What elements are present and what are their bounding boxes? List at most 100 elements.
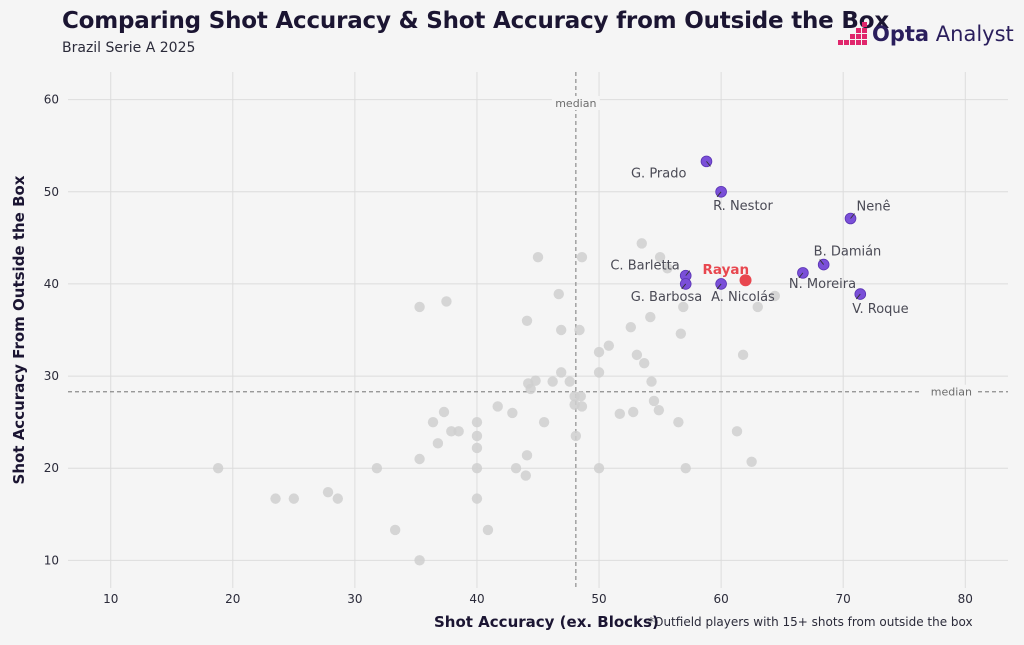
scatter-point-other <box>438 406 450 418</box>
scatter-point-other <box>662 263 673 274</box>
scatter-point-other <box>636 238 647 249</box>
median-x-label-bg <box>551 96 600 110</box>
scatter-point-other <box>746 456 757 467</box>
scatter-point-other <box>538 416 550 428</box>
point-label: C. Barletta <box>610 259 679 274</box>
scatter-point-highlighted <box>844 212 857 225</box>
scatter-point-other <box>737 349 749 361</box>
scatter-point-other <box>471 493 483 504</box>
scatter-point-other <box>453 426 464 437</box>
scatter-point-other <box>576 401 588 412</box>
scatter-point-other <box>471 442 483 454</box>
label-leader-line <box>685 270 691 276</box>
x-tick-label: 60 <box>713 592 728 606</box>
point-label: Nenê <box>857 200 891 215</box>
scatter-point-other <box>731 426 743 437</box>
scatter-point-other <box>482 524 494 536</box>
logo-brand-bold: Opta <box>872 22 930 46</box>
scatter-point-other <box>625 322 636 333</box>
point-label: B. Damián <box>814 245 882 260</box>
x-tick-label: 40 <box>469 592 484 606</box>
label-leader-line <box>819 259 825 265</box>
x-axis-label: Shot Accuracy (ex. Blocks) <box>434 613 659 631</box>
scatter-point-other <box>555 324 567 336</box>
scatter-point-other <box>441 296 452 307</box>
opta-bars-icon <box>838 22 867 45</box>
median-x-label: median <box>555 97 596 110</box>
scatter-point-other <box>570 430 582 442</box>
y-axis-label: Shot Accuracy From Outside the Box <box>10 175 28 485</box>
y-tick-label: 60 <box>44 93 59 107</box>
chart-subtitle: Brazil Serie A 2025 <box>62 40 196 56</box>
scatter-point-other <box>553 288 564 300</box>
scatter-point-other <box>648 395 660 407</box>
scatter-point-other <box>575 391 586 402</box>
scatter-point-other <box>471 463 483 474</box>
scatter-point-other <box>520 470 531 481</box>
scatter-point-other <box>653 404 665 416</box>
scatter-point-other <box>532 252 544 263</box>
scatter-point-other <box>769 290 781 302</box>
scatter-point-other <box>371 463 383 474</box>
scatter-point-other <box>322 486 334 498</box>
scatter-point-other <box>646 376 657 387</box>
scatter-point-other <box>530 375 541 386</box>
scatter-point-other <box>471 416 483 428</box>
chart-title: Comparing Shot Accuracy & Shot Accuracy … <box>62 8 889 34</box>
y-tick-label: 10 <box>44 553 59 567</box>
label-leader-line <box>706 161 711 167</box>
scatter-point-other <box>507 407 518 419</box>
logo-brand-light: Analyst <box>935 22 1014 46</box>
scatter-point-other <box>628 406 639 418</box>
x-tick-label: 50 <box>591 592 606 606</box>
point-label: V. Roque <box>852 302 908 317</box>
y-tick-label: 40 <box>44 277 59 291</box>
scatter-point-other <box>673 416 684 428</box>
scatter-point-other <box>288 493 300 504</box>
scatter-point-other <box>564 376 575 387</box>
footnote: *Outfield players with 15+ shots from ou… <box>648 615 973 629</box>
median-y-label: median <box>931 386 972 399</box>
scatter-point-other <box>212 463 224 474</box>
scatter-point-other <box>427 416 439 428</box>
label-leader-line <box>798 272 804 279</box>
y-tick-label: 20 <box>44 461 59 475</box>
point-label: R. Nestor <box>713 199 773 214</box>
scatter-point-other <box>414 301 425 313</box>
label-leader-line <box>681 283 687 290</box>
scatter-point-other <box>510 463 522 474</box>
point-label: A. Nicolás <box>711 290 775 305</box>
scatter-point-other <box>432 438 444 449</box>
scatter-point-other <box>471 430 483 442</box>
x-tick-label: 20 <box>225 592 240 606</box>
scatter-point-other <box>389 524 401 536</box>
scatter-point-other <box>414 453 425 465</box>
label-leader-line <box>716 191 722 198</box>
scatter-point-other <box>576 252 588 263</box>
opta-analyst-logo: Opta Analyst <box>838 16 1014 52</box>
focus-point-label: Rayan <box>703 262 750 278</box>
scatter-point-other <box>631 349 643 361</box>
point-label: G. Prado <box>631 166 687 181</box>
scatter-point-other <box>555 367 567 378</box>
scatter-point-other <box>675 328 687 339</box>
x-tick-label: 80 <box>958 592 973 606</box>
scatter-point-other <box>547 376 558 387</box>
scatter-point-other <box>270 493 281 504</box>
scatter-point-focus <box>739 274 752 287</box>
scatter-point-other <box>525 383 536 395</box>
scatter-point-other <box>593 346 605 358</box>
scatter-point-other <box>593 367 605 378</box>
scatter-point-other <box>574 324 585 336</box>
scatter-point-other <box>614 408 625 420</box>
scatter-point-other <box>752 301 763 313</box>
logo-wordmark: Opta Analyst <box>872 22 1014 46</box>
scatter-point-other <box>645 311 656 323</box>
y-tick-label: 50 <box>44 185 59 199</box>
point-label: N. Moreira <box>789 277 856 292</box>
x-tick-label: 30 <box>347 592 362 606</box>
scatter-point-other <box>414 555 425 566</box>
scatter-point-other <box>654 252 666 263</box>
label-leader-line <box>855 293 861 300</box>
scatter-point-other <box>521 450 533 461</box>
